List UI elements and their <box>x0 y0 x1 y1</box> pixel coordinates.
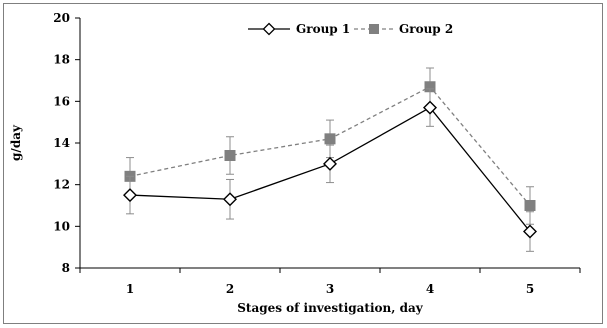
y-tick-label: 8 <box>62 261 70 275</box>
y-tick-label: 18 <box>53 53 70 67</box>
y-axis-title: g/day <box>9 124 23 161</box>
series-layer <box>123 67 537 252</box>
x-tick-label: 1 <box>126 282 134 296</box>
data-point <box>524 200 536 211</box>
legend-item-group-2: Group 2 <box>354 22 453 36</box>
y-tick-label: 12 <box>53 178 70 192</box>
y-tick-label: 10 <box>53 219 70 233</box>
data-point <box>123 188 137 203</box>
data-point <box>324 133 336 145</box>
x-axis-title: Stages of investigation, day <box>237 301 424 315</box>
data-point <box>224 150 236 161</box>
legend: Group 1 Group 2 <box>248 22 453 36</box>
y-tick-label: 20 <box>53 11 70 25</box>
legend-item-group-1: Group 1 <box>248 22 350 36</box>
legend-marker-group-1 <box>262 22 276 36</box>
x-tick-label: 4 <box>426 282 434 296</box>
data-point <box>323 156 337 171</box>
x-ticks: 1 2 3 4 5 <box>79 268 581 296</box>
y-ticks: 8 10 12 14 16 18 20 <box>53 11 80 275</box>
chart-frame <box>3 3 603 324</box>
x-tick-label: 2 <box>226 282 234 296</box>
data-point <box>424 81 436 93</box>
x-tick-label: 3 <box>326 282 334 296</box>
y-tick-label: 14 <box>53 136 70 150</box>
y-tick-label: 16 <box>53 94 70 108</box>
legend-marker-group-2 <box>369 24 379 34</box>
x-tick-label: 5 <box>526 282 534 296</box>
data-point <box>223 192 237 207</box>
series-1 <box>123 88 537 252</box>
legend-label-group-1: Group 1 <box>296 22 350 36</box>
legend-label-group-2: Group 2 <box>399 22 453 36</box>
data-point <box>423 100 437 115</box>
data-point <box>523 224 537 239</box>
